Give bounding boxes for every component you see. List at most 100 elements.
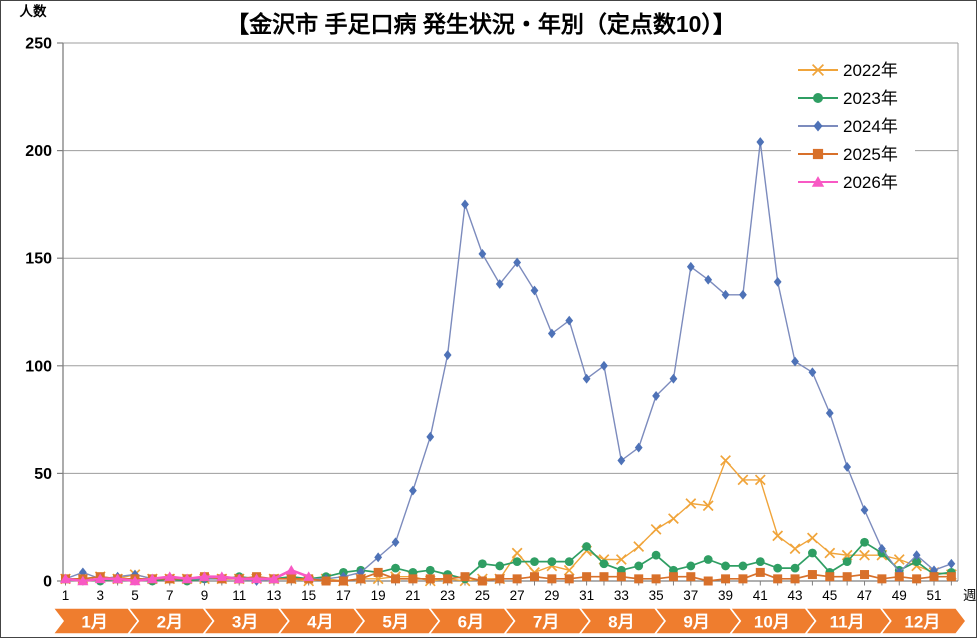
- x-tick-label: 27: [510, 588, 525, 603]
- data-point: [303, 571, 315, 581]
- data-point: [512, 557, 522, 567]
- data-point: [738, 574, 748, 584]
- data-point: [547, 557, 557, 567]
- x-tick-label: 17: [336, 588, 351, 603]
- data-point: [772, 530, 784, 542]
- data-point: [790, 563, 800, 573]
- data-point: [477, 559, 487, 569]
- month-label: 7月: [533, 613, 559, 632]
- data-point: [251, 573, 263, 584]
- series-line: [65, 141, 952, 582]
- data-point: [634, 561, 644, 571]
- x-tick-label: 21: [405, 588, 420, 603]
- data-point: [686, 572, 696, 582]
- y-axis: 0 50 100 150 200 250: [25, 36, 959, 591]
- data-point: [686, 261, 695, 272]
- data-point: [650, 523, 662, 535]
- month-label: 1月: [81, 613, 107, 632]
- data-point: [373, 567, 383, 577]
- data-point: [703, 576, 713, 586]
- month-segment: [879, 607, 968, 635]
- data-point: [929, 572, 939, 582]
- data-point: [129, 575, 141, 586]
- legend-item-2022年: 2022年: [798, 61, 898, 80]
- x-tick-label: 47: [857, 588, 872, 603]
- legend-item-2026年: 2026年: [798, 173, 898, 192]
- data-point: [564, 574, 574, 584]
- data-point: [582, 572, 592, 582]
- x-tick-label: 39: [718, 588, 733, 603]
- legend-label: 2022年: [843, 61, 898, 80]
- month-label: 12月: [904, 613, 940, 632]
- data-point: [425, 565, 435, 575]
- data-point: [513, 257, 522, 268]
- x-tick-label: 25: [475, 588, 490, 603]
- data-point: [859, 549, 870, 561]
- data-point: [495, 574, 505, 584]
- x-tick-label: 43: [788, 588, 803, 603]
- y-tick-label: 200: [25, 143, 52, 160]
- data-point: [860, 537, 869, 547]
- data-point: [755, 557, 765, 567]
- data-point: [721, 574, 731, 584]
- data-point: [824, 547, 836, 559]
- data-point: [825, 572, 835, 582]
- data-point: [812, 148, 824, 160]
- data-point: [547, 574, 557, 584]
- data-point: [495, 561, 505, 571]
- data-point: [893, 554, 905, 565]
- month-label: 5月: [382, 613, 408, 632]
- data-point: [808, 367, 817, 378]
- data-point: [233, 573, 245, 584]
- data-point: [77, 575, 89, 586]
- y-tick-label: 150: [25, 251, 52, 268]
- x-tick-label: 35: [649, 588, 664, 603]
- legend-background: [791, 53, 915, 196]
- x-tick-label: 15: [301, 588, 316, 603]
- data-point: [565, 315, 574, 326]
- data-point: [789, 543, 801, 555]
- y-tick-label: 50: [34, 466, 52, 483]
- x-tick-label: 45: [822, 588, 837, 603]
- data-point: [582, 373, 591, 384]
- data-point: [600, 360, 608, 371]
- data-point: [530, 285, 539, 296]
- data-point: [286, 574, 296, 584]
- y-axis-title: 人数: [20, 3, 47, 19]
- data-point: [477, 576, 487, 586]
- data-point: [511, 547, 523, 559]
- x-tick-label: 49: [892, 588, 907, 603]
- data-point: [825, 408, 834, 419]
- data-point: [686, 561, 696, 571]
- x-tick-label: 13: [266, 588, 281, 603]
- data-point: [599, 559, 609, 569]
- data-point: [425, 574, 435, 584]
- legend-label: 2023年: [843, 89, 898, 108]
- data-point: [478, 248, 487, 259]
- data-point: [391, 563, 400, 573]
- data-point: [216, 571, 228, 581]
- series-2022年: [60, 455, 957, 587]
- data-point: [813, 120, 823, 132]
- data-point: [616, 572, 626, 582]
- series-2026年: [59, 564, 315, 586]
- data-point: [807, 570, 817, 580]
- data-point: [529, 572, 539, 582]
- month-label: 9月: [683, 613, 709, 632]
- x-tick-label: 7: [166, 588, 174, 603]
- data-point: [807, 532, 818, 544]
- data-point: [842, 572, 852, 582]
- data-point: [634, 574, 644, 584]
- data-point: [409, 485, 417, 496]
- data-point: [443, 574, 453, 584]
- data-point: [461, 199, 469, 210]
- x-tick-label: 11: [232, 588, 246, 603]
- data-point: [773, 276, 782, 287]
- data-point: [912, 574, 922, 584]
- data-point: [321, 576, 331, 586]
- month-band: 1月 2月 3月 4月 5月 6月 7月 8月 9月 10月 11月 12月: [51, 607, 968, 635]
- data-point: [912, 550, 921, 561]
- month-label: 4月: [307, 613, 333, 632]
- data-point: [94, 573, 106, 584]
